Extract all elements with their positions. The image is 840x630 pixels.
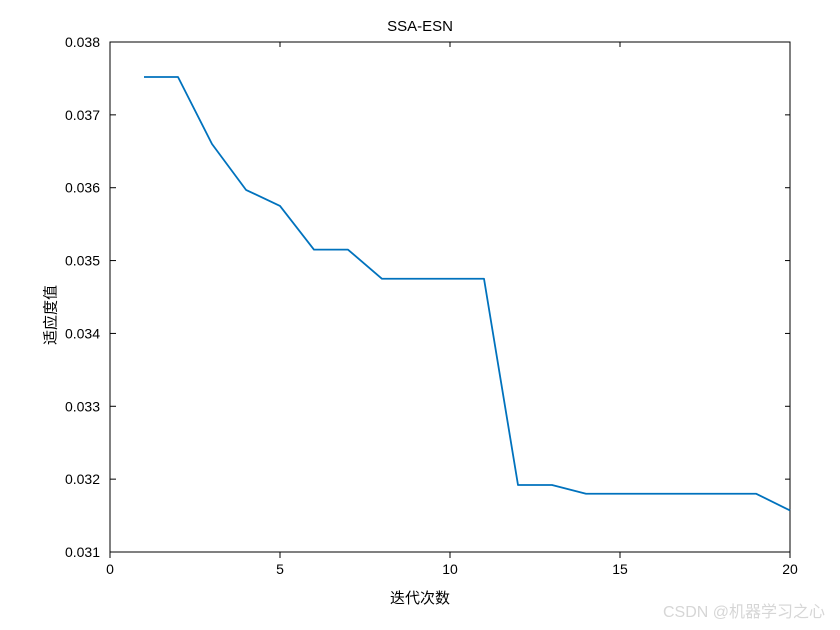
x-tick-label: 5: [276, 561, 284, 577]
chart-title: SSA-ESN: [0, 18, 840, 35]
y-tick-label: 0.033: [65, 398, 100, 414]
line-chart: 0 5 10 15 20 0.031 0.032 0.033 0.034 0.035 0.036 0.…: [0, 0, 840, 630]
y-tick-label: 0.032: [65, 471, 100, 487]
x-tick-label: 0: [106, 561, 114, 577]
watermark-text: CSDN @机器学习之心: [663, 598, 825, 622]
x-tick-label: 20: [782, 561, 798, 577]
plot-area: [110, 42, 790, 552]
y-axis-label: 适应度值: [40, 285, 61, 345]
y-tick-label: 0.034: [65, 325, 100, 341]
y-tick-label: 0.038: [65, 34, 100, 50]
x-tick-label: 15: [612, 561, 628, 577]
chart-container: 0 5 10 15 20 0.031 0.032 0.033 0.034 0.035 0.036 0.…: [0, 0, 840, 630]
y-tick-label: 0.035: [65, 253, 100, 269]
y-tick-label: 0.036: [65, 180, 100, 196]
x-tick-label: 10: [442, 561, 458, 577]
y-tick-label: 0.031: [65, 544, 100, 560]
y-tick-label: 0.037: [65, 107, 100, 123]
